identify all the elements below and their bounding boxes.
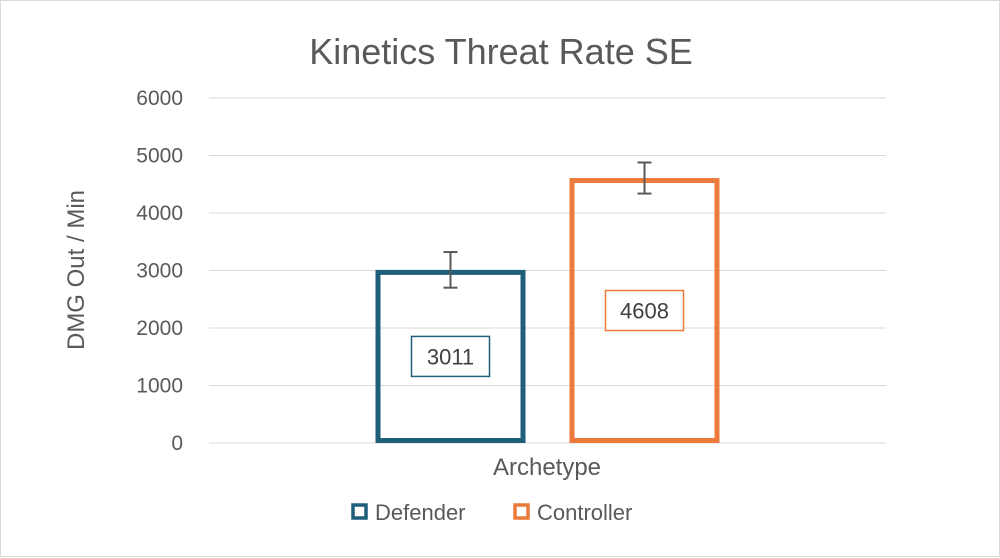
legend-swatch-controller [513,503,530,520]
data-label-box [410,335,491,378]
error-bars [443,161,652,289]
data-label-controller: 4608 [604,289,685,332]
y-tick-label: 5000 [136,145,183,168]
data-labels: 3011 4608 [410,289,685,378]
legend-swatch-defender [351,503,368,520]
data-label-defender: 3011 [410,335,491,378]
legend-item-controller: Controller [513,500,632,525]
legend-label-controller: Controller [537,500,632,525]
legend-label-defender: Defender [375,500,466,525]
y-tick-label: 3000 [136,260,183,283]
data-label-text: 3011 [427,344,474,369]
legend-item-defender: Defender [351,500,466,525]
y-tick-label: 6000 [136,87,183,110]
y-axis-title: DMG Out / Min [63,190,90,350]
y-tick-label: 1000 [136,375,183,398]
y-tick-label: 0 [171,432,183,455]
x-axis-title: Archetype [493,454,601,481]
data-label-box [604,289,685,332]
legend: Defender Controller [351,500,632,525]
error-bar-defender [443,251,458,289]
error-bar-controller [637,161,652,195]
gridlines [209,97,886,444]
y-axis-ticks: 0 1000 2000 3000 4000 5000 6000 [136,87,183,455]
data-label-text: 4608 [620,299,669,324]
y-tick-label: 2000 [136,317,183,340]
y-tick-label: 4000 [136,202,183,225]
chart-title: Kinetics Threat Rate SE [309,31,693,72]
